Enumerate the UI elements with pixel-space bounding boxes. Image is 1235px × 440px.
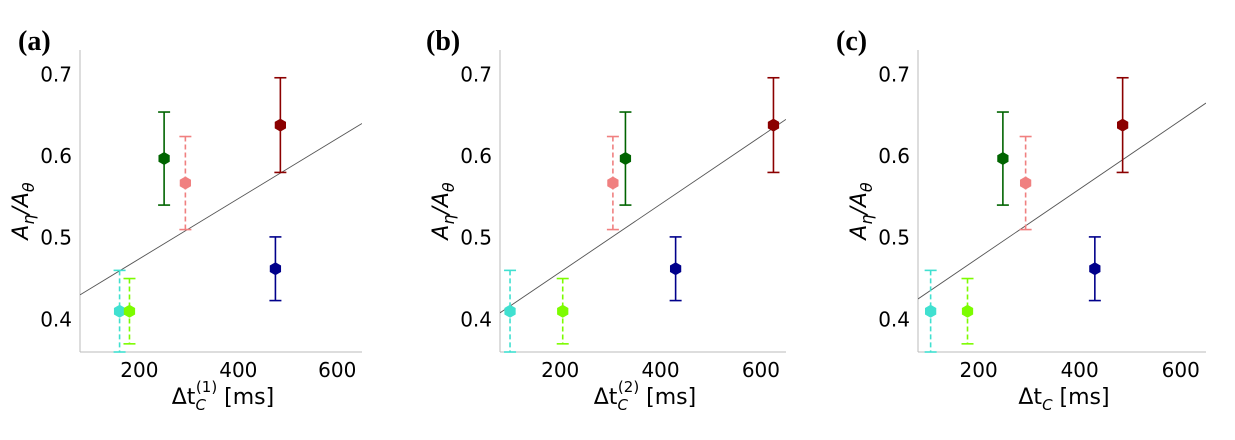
x-axis-label: ΔtC [ms] xyxy=(1018,385,1109,414)
x-tick-label: 600 xyxy=(742,358,780,382)
hexagon-marker xyxy=(997,152,1009,166)
y-label-a: A xyxy=(9,225,34,242)
x-label-unit: [ms] xyxy=(1053,385,1110,410)
panel-label: (b) xyxy=(426,26,460,57)
fit-line xyxy=(918,102,1206,300)
x-label-unit: [ms] xyxy=(639,385,696,410)
y-label-slash: /A xyxy=(9,192,34,216)
x-tick-label: 400 xyxy=(641,358,679,382)
x-label-superscript: (2) xyxy=(618,378,639,396)
x-tick-label: 200 xyxy=(960,358,998,382)
data-point-3 xyxy=(996,111,1009,206)
data-point-2 xyxy=(961,277,974,345)
chart-panel-3: (c) 0.4 0.5 0.6 0.7 200 400 600 ΔtC [ms] Aη/Aθ xyxy=(836,26,1206,414)
data-point-5 xyxy=(669,236,682,302)
x-label-subscript: C xyxy=(195,396,206,414)
hexagon-marker xyxy=(504,304,516,318)
x-axis-label: ΔtC(2) [ms] xyxy=(594,378,696,414)
x-label-subscript: C xyxy=(1042,396,1053,414)
y-tick-label: 0.6 xyxy=(878,144,910,168)
y-tick-label: 0.6 xyxy=(40,144,72,168)
y-tick-label: 0.6 xyxy=(460,144,492,168)
chart-panel-1: (a) 0.4 0.5 0.6 0.7 200 400 600 ΔtC(1) [ms] Aη/Aθ xyxy=(9,26,362,414)
y-label-theta: θ xyxy=(19,182,38,192)
x-label-main: Δt xyxy=(1018,385,1042,410)
y-label-eta: η xyxy=(19,215,38,225)
x-tick-label: 200 xyxy=(120,358,158,382)
x-tick-label: 600 xyxy=(318,358,356,382)
hexagon-marker xyxy=(557,304,569,318)
hexagon-marker xyxy=(113,304,126,318)
hexagon-marker xyxy=(269,262,282,276)
data-point-2 xyxy=(556,277,569,345)
hexagon-marker xyxy=(1117,118,1129,132)
x-label-unit: [ms] xyxy=(217,385,274,410)
hexagon-marker xyxy=(669,262,682,276)
x-tick-label: 200 xyxy=(541,358,579,382)
x-label-main: Δt xyxy=(594,385,618,410)
y-tick-label: 0.4 xyxy=(40,307,72,331)
data-point-5 xyxy=(1088,236,1101,302)
chart-panel-2: (b) 0.4 0.5 0.6 0.7 200 400 600 ΔtC(2) [ms] Aη/Aθ xyxy=(426,26,786,414)
y-label-slash: /A xyxy=(429,192,454,216)
hexagon-marker xyxy=(619,152,632,166)
data-point-3 xyxy=(158,111,171,206)
y-label-theta: θ xyxy=(439,182,458,192)
y-label-eta: η xyxy=(439,215,458,225)
hexagon-marker xyxy=(607,176,619,190)
data-point-6 xyxy=(274,76,287,174)
y-label-slash: /A xyxy=(847,192,872,216)
hexagon-marker xyxy=(1019,176,1032,190)
x-label-superscript: (1) xyxy=(196,378,217,396)
y-axis-label: Aη/Aθ xyxy=(429,182,458,242)
x-tick-label: 400 xyxy=(1061,358,1099,382)
y-tick-label: 0.5 xyxy=(40,226,72,250)
y-label-eta: η xyxy=(857,215,876,225)
fit-line xyxy=(80,123,362,296)
panel-label: (a) xyxy=(18,26,51,57)
data-point-6 xyxy=(767,76,780,174)
hexagon-marker xyxy=(1089,262,1101,276)
y-axis-label: Aη/Aθ xyxy=(847,182,876,242)
hexagon-marker xyxy=(123,304,136,318)
data-point-3 xyxy=(606,135,619,231)
data-point-1 xyxy=(504,269,517,353)
y-tick-label: 0.5 xyxy=(878,226,910,250)
hexagon-marker xyxy=(179,176,192,190)
hexagon-marker xyxy=(767,118,780,132)
hexagon-marker xyxy=(274,118,286,132)
data-point-1 xyxy=(113,269,126,353)
x-axis-label: ΔtC(1) [ms] xyxy=(172,378,274,414)
data-point-2 xyxy=(123,277,136,345)
hexagon-marker xyxy=(925,304,937,318)
hexagon-marker xyxy=(158,152,170,166)
x-tick-label: 600 xyxy=(1162,358,1200,382)
y-tick-label: 0.7 xyxy=(460,62,492,86)
y-tick-label: 0.5 xyxy=(460,226,492,250)
panel-label: (c) xyxy=(836,26,867,57)
hexagon-marker xyxy=(961,304,974,318)
y-tick-label: 0.7 xyxy=(40,62,72,86)
y-tick-label: 0.4 xyxy=(460,307,492,331)
fit-line xyxy=(500,119,786,314)
data-point-5 xyxy=(269,236,282,302)
y-label-theta: θ xyxy=(857,182,876,192)
x-tick-label: 400 xyxy=(219,358,257,382)
y-axis-label: Aη/Aθ xyxy=(9,182,38,242)
data-point-4 xyxy=(619,111,632,206)
y-tick-label: 0.7 xyxy=(878,62,910,86)
data-point-6 xyxy=(1116,76,1129,174)
y-tick-label: 0.4 xyxy=(878,307,910,331)
y-label-a: A xyxy=(429,225,454,242)
data-point-4 xyxy=(179,135,192,231)
x-label-main: Δt xyxy=(172,385,196,410)
x-label-subscript: C xyxy=(617,396,628,414)
y-label-a: A xyxy=(847,225,872,242)
data-point-1 xyxy=(924,269,937,353)
data-point-4 xyxy=(1019,135,1032,231)
